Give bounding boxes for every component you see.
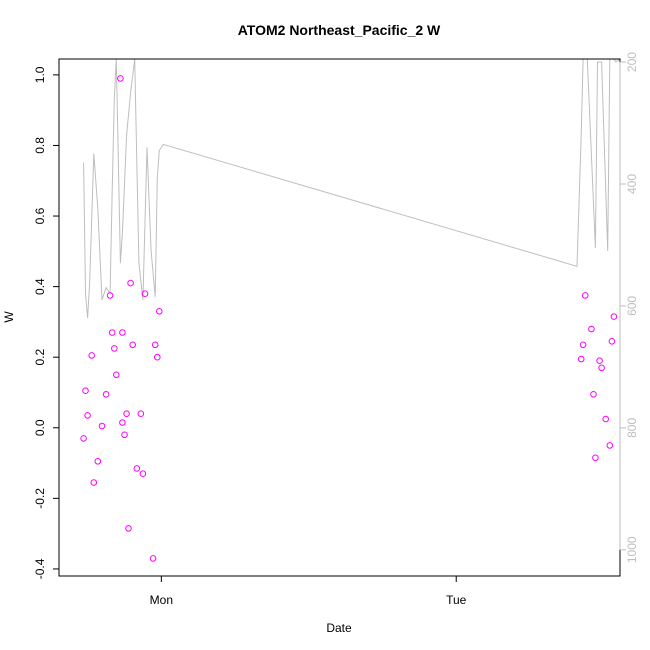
- data-point: [121, 431, 128, 439]
- data-point: [151, 341, 159, 349]
- data-point: [581, 292, 589, 299]
- data-point: [579, 341, 587, 349]
- y-tick-label: 1.0: [33, 66, 47, 83]
- chart-title: ATOM2 Northeast_Pacific_2 W: [238, 22, 441, 38]
- data-point: [608, 338, 616, 345]
- data-point: [129, 341, 136, 349]
- data-point: [137, 410, 145, 418]
- y2-tick-label: 600: [625, 296, 639, 316]
- plot-area: [80, 59, 620, 562]
- y2-tick-label: 800: [625, 418, 639, 438]
- data-point: [141, 290, 149, 298]
- data-point: [602, 415, 610, 423]
- data-point: [590, 391, 597, 398]
- y-tick-label: 0.8: [33, 137, 47, 154]
- data-point: [84, 412, 91, 419]
- data-point: [598, 364, 605, 372]
- data-point: [108, 329, 116, 336]
- data-point: [113, 371, 120, 379]
- x-tick-label: Tue: [446, 593, 467, 607]
- y-tick-label: -0.2: [33, 488, 47, 509]
- data-point: [588, 325, 595, 333]
- data-point: [98, 422, 106, 430]
- data-point: [154, 353, 161, 361]
- data-point: [123, 410, 130, 418]
- y-tick-label: 0.4: [33, 278, 47, 295]
- y-tick-label: 0.0: [33, 419, 47, 436]
- y-tick-label: -0.4: [33, 558, 47, 579]
- data-point: [82, 387, 89, 395]
- left-axis: -0.4 -0.2 0.0 0.2 0.4 0.6 0.8 1.0: [33, 66, 60, 579]
- data-point: [592, 454, 599, 462]
- data-point: [577, 355, 585, 363]
- data-point: [127, 279, 134, 287]
- data-point: [90, 479, 98, 486]
- data-point: [94, 458, 102, 465]
- data-point: [106, 292, 114, 299]
- data-point: [149, 555, 157, 562]
- x-tick-label: Mon: [150, 593, 173, 607]
- y2-tick-label: 200: [625, 52, 639, 72]
- y-tick-label: 0.2: [33, 349, 47, 366]
- data-point: [596, 357, 603, 365]
- data-point: [610, 313, 618, 320]
- data-point: [119, 419, 126, 426]
- data-point: [102, 391, 110, 398]
- data-point: [139, 470, 147, 478]
- data-point: [125, 525, 132, 532]
- data-point: [119, 329, 126, 336]
- data-point: [133, 465, 141, 472]
- data-point: [88, 352, 95, 359]
- right-axis: 200 400 600 800 1000: [619, 52, 639, 563]
- plot-frame: [58, 58, 621, 577]
- x-axis-label: Date: [326, 621, 352, 635]
- data-point: [156, 308, 163, 315]
- y2-tick-label: 1000: [625, 536, 639, 563]
- depth-line-layer: [83, 59, 620, 319]
- y2-tick-label: 400: [625, 174, 639, 194]
- data-point: [606, 442, 614, 449]
- bottom-axis: Mon Tue: [150, 575, 467, 607]
- depth-series-line: [83, 59, 620, 319]
- y-tick-label: 0.6: [33, 207, 47, 224]
- y-axis-label: W: [2, 311, 16, 323]
- data-point: [80, 435, 87, 442]
- points-layer: [80, 75, 618, 562]
- data-point: [117, 75, 124, 82]
- data-point: [111, 345, 118, 352]
